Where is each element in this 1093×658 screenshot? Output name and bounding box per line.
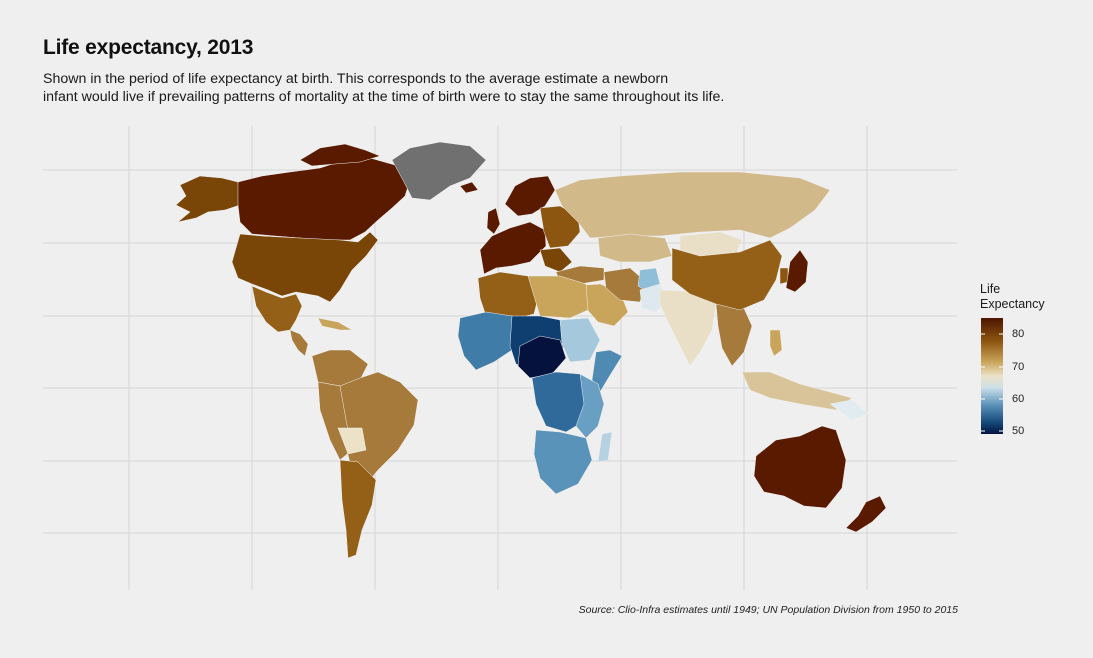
legend-title-line-2: Expectancy: [980, 297, 1045, 311]
usa-region: [231, 231, 379, 303]
legend-title-line-1: Life: [980, 282, 1001, 296]
mexico-region: [251, 285, 303, 333]
legend-label-60: 60: [1012, 393, 1025, 405]
horn-of-africa-region: [591, 349, 623, 393]
kazakhstan-region: [597, 233, 673, 263]
subtitle-line-1: Shown in the period of life expectancy a…: [43, 71, 669, 87]
southeast-asia-region: [715, 303, 753, 367]
russia-region: [554, 171, 831, 239]
madagascar-region: [597, 431, 613, 463]
caribbean-region: [317, 317, 353, 331]
india-region: [659, 289, 717, 367]
western-europe-region: [479, 221, 547, 275]
source-caption: Source: Clio-Infra estimates until 1949;…: [578, 604, 958, 616]
west-africa-region: [457, 311, 521, 371]
new-zealand-region: [845, 495, 887, 533]
legend-label-80: 80: [1012, 328, 1025, 340]
balkans-region: [539, 247, 573, 273]
alaska-region: [175, 175, 241, 223]
iceland-region: [459, 181, 479, 194]
chile-argentina-region: [339, 459, 377, 559]
central-america-region: [289, 329, 309, 357]
graticule: [43, 126, 957, 590]
canada-region: [237, 157, 411, 241]
east-africa-region: [575, 373, 605, 439]
papua-new-guinea-region: [829, 399, 869, 421]
north-africa-west: [477, 271, 541, 321]
greenland-region: [391, 141, 487, 201]
japan-region: [785, 249, 809, 293]
sudan-ethiopia-region: [559, 317, 601, 363]
legend-label-50: 50: [1012, 425, 1025, 437]
australia-region: [753, 425, 847, 509]
southern-africa-region: [533, 429, 593, 495]
legend-ticks: [981, 333, 1003, 432]
iran-region: [603, 267, 647, 303]
countries: [175, 141, 887, 559]
eastern-europe-region: [539, 205, 581, 249]
uk-region: [486, 207, 501, 235]
north-africa-east: [527, 275, 589, 319]
nigeria-chad-region: [517, 335, 567, 379]
legend-label-70: 70: [1012, 361, 1025, 373]
map-subtitle: Shown in the period of life expectancy a…: [43, 70, 743, 106]
canada-arctic-islands: [299, 143, 381, 167]
legend-color-bar: [981, 318, 1003, 434]
legend-title: Life Expectancy: [980, 282, 1045, 312]
map-title: Life expectancy, 2013: [43, 36, 254, 59]
bolivia-region: [337, 427, 367, 455]
china-region: [671, 239, 783, 311]
subtitle-line-2: infant would live if prevailing patterns…: [43, 89, 725, 105]
philippines-region: [769, 329, 783, 357]
